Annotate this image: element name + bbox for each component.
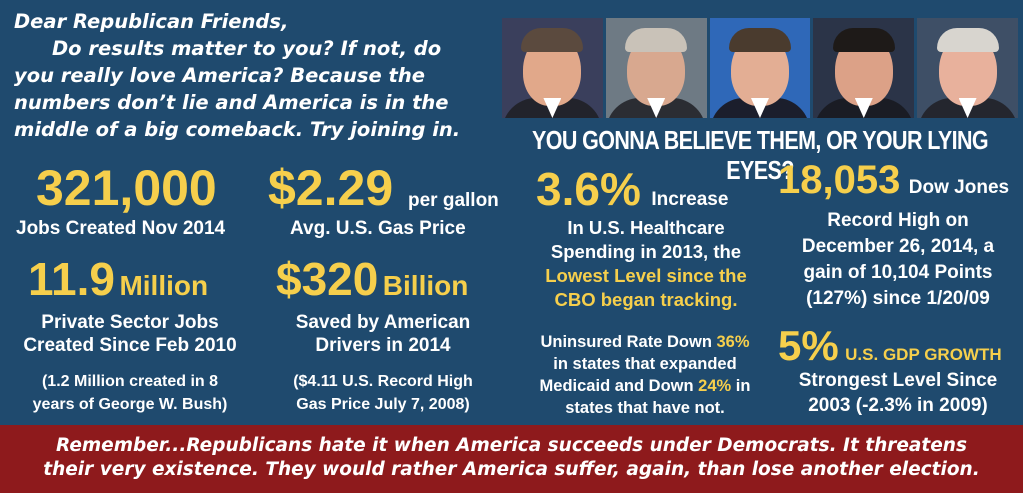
dow-unit: Dow Jones bbox=[908, 177, 1010, 198]
uninsured-line: states that have not. bbox=[565, 399, 725, 417]
savings-note: ($4.11 U.S. Record High Gas Price July 7… bbox=[258, 370, 508, 416]
savings-note-line: ($4.11 U.S. Record High bbox=[293, 373, 473, 390]
private-jobs-label: Private Sector Jobs Created Since Feb 20… bbox=[0, 311, 260, 357]
dow-line: (127%) since 1/20/09 bbox=[806, 288, 990, 309]
healthcare-highlight-line: CBO began tracking. bbox=[554, 289, 738, 310]
dow-number: 18,053 bbox=[778, 158, 901, 202]
savings-line: Drivers in 2014 bbox=[315, 335, 451, 356]
dow-line: Record High on bbox=[827, 210, 969, 231]
uninsured-line: in states that expanded bbox=[553, 355, 737, 373]
gdp-headline: 5% U.S. GDP GROWTH bbox=[778, 322, 1002, 370]
gdp-line: 2003 (-2.3% in 2009) bbox=[808, 395, 988, 416]
uninsured-text: Uninsured Rate Down bbox=[540, 333, 717, 351]
healthcare-line: In U.S. Healthcare bbox=[567, 217, 725, 238]
politician-photo-strip bbox=[502, 18, 1018, 118]
dow-headline: 18,053 Dow Jones bbox=[778, 158, 1009, 203]
gdp-label: Strongest Level Since 2003 (-2.3% in 200… bbox=[778, 368, 1018, 418]
uninsured-nonexpanded-rate: 24% bbox=[698, 377, 732, 395]
private-jobs-note: (1.2 Million created in 8 years of Georg… bbox=[0, 370, 260, 416]
savings-headline: $320 Billion bbox=[276, 252, 468, 306]
savings-unit: Billion bbox=[382, 270, 469, 301]
uninsured-line: Medicaid and Down 24% in bbox=[514, 375, 776, 397]
uninsured-text: in bbox=[731, 377, 751, 395]
photo-5 bbox=[917, 18, 1018, 118]
gdp-line: Strongest Level Since bbox=[798, 370, 998, 391]
private-jobs-unit: Million bbox=[119, 270, 209, 301]
photo-4 bbox=[813, 18, 915, 118]
footer-line: their very existence. They would rather … bbox=[43, 459, 980, 480]
savings-line: Saved by American bbox=[295, 312, 471, 333]
gdp-number: 5% bbox=[778, 322, 839, 369]
savings-number: $320 bbox=[276, 253, 379, 305]
dow-label: Record High on December 26, 2014, a gain… bbox=[778, 208, 1018, 312]
photo-1 bbox=[502, 18, 603, 118]
healthcare-number: 3.6% bbox=[536, 163, 641, 215]
gas-number: $2.29 bbox=[268, 160, 394, 216]
private-jobs-number: 11.9 bbox=[28, 253, 115, 305]
photo-2 bbox=[605, 18, 707, 118]
footer-line: Remember...Republicans hate it when Amer… bbox=[56, 435, 967, 456]
photo-3 bbox=[709, 18, 811, 118]
jobs-number: 321,000 bbox=[36, 160, 217, 216]
gas-label: Avg. U.S. Gas Price bbox=[290, 218, 466, 239]
intro-line: middle of a big comeback. Try joining in… bbox=[14, 118, 461, 141]
private-jobs-note-line: (1.2 Million created in 8 bbox=[41, 373, 219, 390]
savings-label: Saved by American Drivers in 2014 bbox=[258, 311, 508, 357]
healthcare-line: Spending in 2013, the bbox=[550, 241, 742, 262]
gdp-unit: U.S. GDP GROWTH bbox=[845, 345, 1002, 364]
footer-banner bbox=[0, 425, 1023, 493]
intro-message: Dear Republican Friends, Do results matt… bbox=[14, 8, 484, 143]
footer-message: Remember...Republicans hate it when Amer… bbox=[0, 434, 1023, 482]
private-jobs-headline: 11.9 Million bbox=[28, 252, 208, 306]
uninsured-expanded-rate: 36% bbox=[716, 333, 750, 351]
tagline: YOU GONNA BELIEVE THEM, OR YOUR LYING EY… bbox=[531, 126, 989, 185]
uninsured-line: Uninsured Rate Down 36% bbox=[514, 331, 776, 353]
healthcare-label: In U.S. Healthcare Spending in 2013, the… bbox=[520, 216, 772, 312]
intro-line: you really love America? Because the bbox=[14, 64, 425, 87]
healthcare-highlight-line: Lowest Level since the bbox=[545, 265, 747, 286]
healthcare-headline: 3.6% Increase bbox=[536, 162, 728, 216]
savings-note-line: Gas Price July 7, 2008) bbox=[296, 396, 470, 413]
intro-greeting: Dear Republican Friends, bbox=[14, 10, 289, 33]
healthcare-unit: Increase bbox=[651, 189, 729, 210]
jobs-label: Jobs Created Nov 2014 bbox=[16, 218, 226, 239]
gas-unit: per gallon bbox=[408, 190, 499, 211]
dow-line: December 26, 2014, a bbox=[801, 236, 995, 257]
dow-line: gain of 10,104 Points bbox=[803, 262, 993, 283]
private-jobs-line: Private Sector Jobs bbox=[41, 312, 219, 333]
intro-line: numbers don’t lie and America is in the bbox=[14, 91, 449, 114]
private-jobs-line: Created Since Feb 2010 bbox=[23, 335, 237, 356]
private-jobs-note-line: years of George W. Bush) bbox=[32, 396, 228, 413]
intro-line: Do results matter to you? If not, do bbox=[52, 37, 442, 60]
uninsured-text: Medicaid and Down bbox=[539, 377, 699, 395]
uninsured-stat: Uninsured Rate Down 36% in states that e… bbox=[514, 331, 776, 419]
